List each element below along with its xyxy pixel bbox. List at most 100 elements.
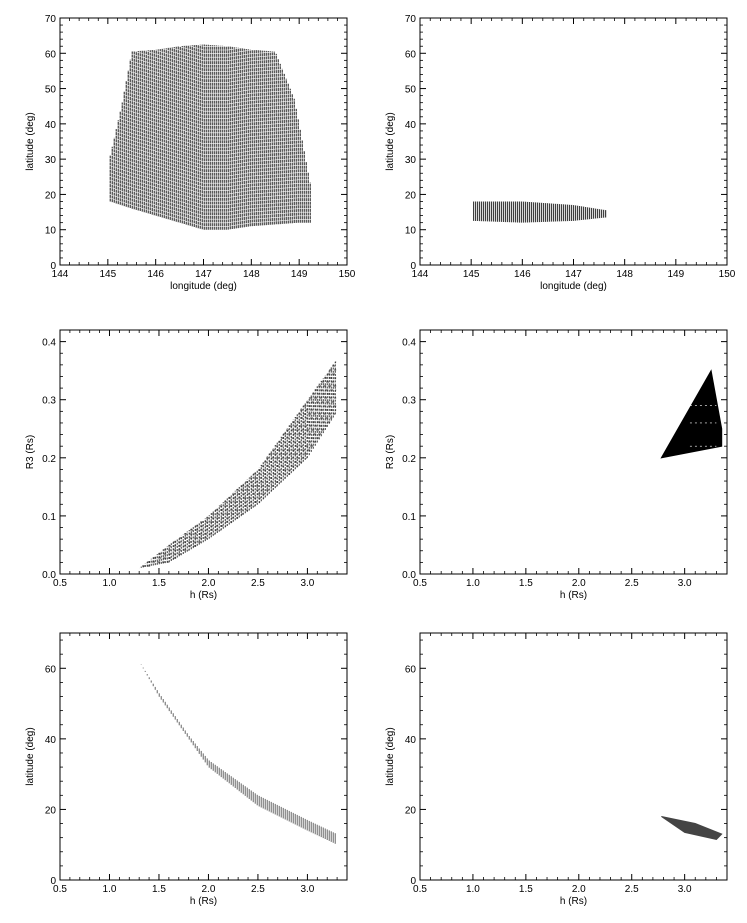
chart-panel: 0.5 1.0 1.5 2.0 2.5 3.0 0.0 0.1 0.2 0.3 0.4 h (Rs) R… (25, 329, 348, 601)
x-tick-label: 148 (243, 269, 260, 280)
x-axis-label: longitude (deg) (170, 281, 237, 292)
y-axis-label: latitude (deg) (25, 727, 36, 785)
x-tick-label: 145 (99, 269, 116, 280)
x-tick-label: 149 (667, 269, 684, 280)
x-tick-label: 2.5 (625, 884, 639, 895)
chart-panel: 0.5 1.0 1.5 2.0 2.5 3.0 0.0 0.1 0.2 0.3 0.4 h (Rs) R… (385, 329, 728, 601)
y-tick-label: 50 (45, 85, 57, 96)
x-tick-label: 2.5 (625, 578, 639, 589)
y-tick-label: 0 (50, 876, 56, 887)
x-tick-label: 146 (514, 269, 531, 280)
y-axis-label: latitude (deg) (385, 112, 396, 170)
y-tick-label: 40 (45, 735, 57, 746)
y-tick-label: 40 (45, 120, 57, 131)
x-tick-label: 144 (412, 269, 429, 280)
y-tick-label: 70 (45, 14, 57, 25)
x-axis-label: h (Rs) (190, 896, 217, 907)
data-series (140, 664, 336, 844)
x-tick-label: 3.0 (678, 884, 692, 895)
data-series (660, 369, 723, 459)
x-tick-label: 3.0 (300, 578, 314, 589)
x-axis-label: longitude (deg) (540, 281, 607, 292)
x-tick-label: 2.5 (251, 884, 265, 895)
plot-frame (419, 632, 728, 881)
plot-frame (419, 17, 728, 266)
y-tick-label: 20 (405, 805, 417, 816)
y-axis-label: R3 (Rs) (385, 435, 396, 469)
y-tick-label: 0.1 (402, 512, 416, 523)
y-tick-label: 0.4 (402, 338, 416, 349)
y-tick-label: 0.1 (42, 512, 56, 523)
x-tick-label: 1.5 (152, 884, 166, 895)
x-tick-label: 149 (291, 269, 308, 280)
x-tick-label: 1.0 (103, 884, 117, 895)
data-series (661, 816, 723, 840)
x-tick-label: 2.0 (572, 578, 586, 589)
x-tick-label: 3.0 (300, 884, 314, 895)
y-axis-label: R3 (Rs) (25, 435, 36, 469)
y-axis-label: latitude (deg) (25, 112, 36, 170)
y-axis-label: latitude (deg) (385, 727, 396, 785)
x-tick-label: 2.0 (201, 884, 215, 895)
y-tick-label: 20 (45, 190, 57, 201)
plot-frame (59, 632, 348, 881)
chart-panel: 144 145 146 147 148 149 150 0 10 20 30 40 50 60 70 long… (25, 14, 356, 292)
x-tick-label: 1.5 (519, 578, 533, 589)
y-tick-label: 30 (405, 155, 417, 166)
y-tick-label: 30 (45, 155, 57, 166)
y-tick-label: 60 (405, 664, 417, 675)
x-tick-label: 0.5 (53, 884, 67, 895)
y-tick-label: 0.4 (42, 338, 56, 349)
y-tick-label: 20 (405, 190, 417, 201)
x-tick-label: 148 (616, 269, 633, 280)
y-tick-label: 60 (405, 49, 417, 60)
y-tick-label: 0.0 (402, 570, 416, 581)
y-tick-label: 0 (410, 261, 416, 272)
y-tick-label: 10 (45, 226, 57, 237)
y-tick-label: 70 (405, 14, 417, 25)
plot-frame (419, 329, 728, 575)
y-tick-label: 0.0 (42, 570, 56, 581)
chart-panel: 0.5 1.0 1.5 2.0 2.5 3.0 0 20 40 60 h (Rs) latitude … (25, 632, 348, 907)
x-tick-label: 1.5 (519, 884, 533, 895)
x-axis-label: h (Rs) (560, 590, 587, 601)
chart-panel: 144 145 146 147 148 149 150 0 10 20 30 40 50 60 70 long… (385, 14, 736, 292)
y-tick-label: 0.2 (402, 454, 416, 465)
x-tick-label: 145 (463, 269, 480, 280)
x-tick-label: 1.0 (103, 578, 117, 589)
data-series (473, 201, 607, 223)
x-axis-label: h (Rs) (190, 590, 217, 601)
x-tick-label: 147 (195, 269, 212, 280)
x-tick-label: 1.5 (152, 578, 166, 589)
x-tick-label: 1.0 (466, 884, 480, 895)
x-tick-label: 0.5 (413, 884, 427, 895)
y-tick-label: 60 (45, 664, 57, 675)
chart-panel: 0.5 1.0 1.5 2.0 2.5 3.0 0 20 40 60 h (Rs) latitude … (385, 632, 728, 907)
x-tick-label: 2.0 (572, 884, 586, 895)
y-tick-label: 0 (410, 876, 416, 887)
x-tick-label: 150 (339, 269, 356, 280)
plot-frame (59, 17, 348, 266)
data-series (140, 361, 337, 568)
data-series (109, 44, 311, 230)
y-tick-label: 20 (45, 805, 57, 816)
x-tick-label: 1.0 (466, 578, 480, 589)
y-tick-label: 40 (405, 735, 417, 746)
y-tick-label: 40 (405, 120, 417, 131)
x-tick-label: 2.0 (201, 578, 215, 589)
y-tick-label: 0.2 (42, 454, 56, 465)
x-tick-label: 146 (147, 269, 164, 280)
y-tick-label: 50 (405, 85, 417, 96)
x-axis-label: h (Rs) (560, 896, 587, 907)
x-tick-label: 3.0 (678, 578, 692, 589)
y-tick-label: 0.3 (402, 396, 416, 407)
y-tick-label: 10 (405, 226, 417, 237)
y-tick-label: 0.3 (42, 396, 56, 407)
x-tick-label: 150 (719, 269, 736, 280)
y-tick-label: 60 (45, 49, 57, 60)
x-tick-label: 0.5 (413, 578, 427, 589)
x-tick-label: 2.5 (251, 578, 265, 589)
data-region (660, 369, 723, 459)
x-tick-label: 147 (565, 269, 582, 280)
